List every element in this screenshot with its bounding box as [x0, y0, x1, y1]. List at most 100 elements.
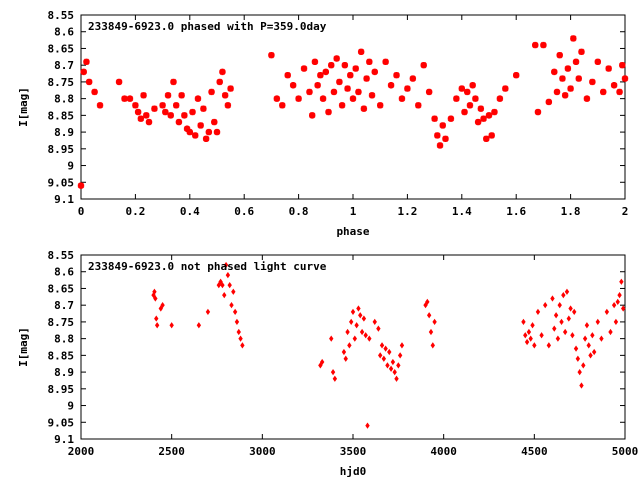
- phased-data-point: [213, 128, 221, 136]
- phased-plot-title: 233849-6923.0 phased with P=359.0day: [88, 20, 327, 33]
- phased-data-point: [140, 92, 147, 99]
- phased-data-point: [477, 105, 485, 112]
- unphased-data-point: [553, 312, 559, 319]
- phased-data-point: [366, 58, 373, 66]
- unphased-data-point: [372, 318, 377, 326]
- unphased-y-tick-label: 9.05: [48, 416, 75, 429]
- phased-data-point: [314, 82, 321, 89]
- unphased-data-point: [559, 318, 564, 326]
- unphased-data-point: [227, 281, 232, 289]
- phased-data-point: [387, 82, 395, 89]
- phased-data-point: [162, 108, 169, 116]
- phased-data-point: [469, 82, 476, 89]
- phased-data-point: [483, 135, 490, 142]
- unphased-data-point: [426, 312, 432, 319]
- phased-x-tick-label: 1.4: [452, 205, 472, 218]
- phased-y-tick-label: 8.7: [54, 59, 74, 72]
- unphased-x-tick-label: 4000: [430, 445, 457, 458]
- phased-data-point: [224, 102, 232, 109]
- unphased-plot-panel: 2000 2500 3000 3500 4000 4500 5000 8.55 8.6 8.65…: [17, 249, 638, 478]
- phased-data-point: [309, 112, 316, 119]
- phased-data-point: [564, 65, 572, 72]
- unphased-data-point: [358, 312, 363, 319]
- unphased-x-axis-label: hjd0: [340, 465, 367, 478]
- phased-data-point: [115, 78, 123, 86]
- phased-data-point: [216, 78, 223, 86]
- unphased-data-point: [240, 342, 245, 349]
- unphased-data-point: [586, 342, 591, 349]
- unphased-data-point: [225, 271, 231, 279]
- unphased-data-point: [399, 342, 405, 349]
- unphased-data-point: [611, 302, 617, 309]
- phased-data-point: [202, 135, 210, 142]
- phased-data-point: [211, 118, 218, 126]
- unphased-y-tick-label: 8.9: [54, 366, 74, 379]
- phased-data-point: [377, 102, 384, 109]
- unphased-x-tick-label: 4500: [521, 445, 548, 458]
- phased-data-point: [178, 92, 185, 99]
- unphased-data-point: [588, 352, 593, 359]
- phased-data-point: [442, 135, 449, 142]
- phased-data-point: [572, 58, 580, 66]
- phased-data-point: [436, 142, 444, 149]
- phased-data-point: [434, 132, 441, 139]
- phased-data-point: [221, 92, 229, 99]
- phased-data-point: [175, 118, 183, 126]
- unphased-data-point: [365, 422, 370, 429]
- unphased-y-tick-label: 8.8: [54, 333, 74, 346]
- unphased-data-point: [396, 362, 401, 369]
- unphased-data-point: [604, 308, 610, 315]
- phased-data-point: [589, 78, 596, 86]
- phased-data-point: [208, 88, 215, 96]
- phased-data-point: [621, 75, 629, 82]
- unphased-data-point: [591, 348, 597, 356]
- unphased-data-point: [561, 292, 566, 299]
- phased-data-point: [575, 75, 582, 82]
- phased-data-point: [393, 72, 400, 79]
- unphased-data-point: [220, 281, 225, 289]
- phased-y-tick-label: 8.55: [48, 9, 75, 22]
- phased-y-axis-label: I[mag]: [17, 87, 30, 127]
- unphased-data-point: [390, 358, 396, 366]
- phased-x-ticks: 0 0.2 0.4 0.6 0.8 1 1.2 1.4 1.6 1.8 2: [78, 15, 628, 218]
- phased-data-point: [480, 115, 487, 122]
- phased-data-point: [333, 55, 340, 62]
- phased-data-point: [382, 58, 389, 66]
- unphased-data-point: [216, 281, 221, 289]
- phased-data-point: [472, 95, 479, 102]
- unphased-data-point: [524, 338, 530, 346]
- phased-y-tick-label: 8.85: [48, 109, 75, 122]
- phased-data-point: [96, 102, 104, 109]
- unphased-x-tick-label: 2000: [68, 445, 95, 458]
- unphased-y-tick-label: 9.1: [54, 433, 74, 446]
- phased-data-point: [610, 82, 618, 89]
- unphased-data-point: [581, 362, 586, 369]
- unphased-data-point: [388, 365, 394, 372]
- unphased-data-point: [218, 278, 223, 285]
- phased-data-point: [556, 51, 563, 59]
- unphased-data-point: [521, 318, 526, 326]
- phased-data-point: [295, 95, 302, 102]
- unphased-data-point: [318, 362, 323, 369]
- unphased-y-tick-label: 8.7: [54, 299, 74, 312]
- phased-data-points: [77, 35, 629, 189]
- unphased-data-point: [535, 308, 541, 315]
- unphased-data-point: [566, 315, 571, 322]
- unphased-data-point: [599, 335, 604, 342]
- phased-x-axis-label: phase: [336, 225, 369, 238]
- phased-x-tick-label: 0.2: [125, 205, 145, 218]
- phased-data-point: [205, 128, 213, 136]
- unphased-data-point: [379, 342, 385, 349]
- phased-x-tick-label: 0.8: [289, 205, 309, 218]
- phased-data-point: [328, 61, 335, 69]
- unphased-data-point: [613, 318, 619, 326]
- phased-data-point: [474, 118, 482, 126]
- unphased-data-point: [579, 382, 584, 389]
- unphased-data-point: [590, 332, 595, 339]
- unphased-y-tick-label: 8.6: [54, 266, 74, 279]
- unphased-data-points: [151, 261, 626, 429]
- phased-data-point: [186, 128, 193, 136]
- phased-data-point: [189, 108, 196, 116]
- unphased-data-point: [394, 375, 399, 382]
- phased-data-point: [306, 88, 313, 96]
